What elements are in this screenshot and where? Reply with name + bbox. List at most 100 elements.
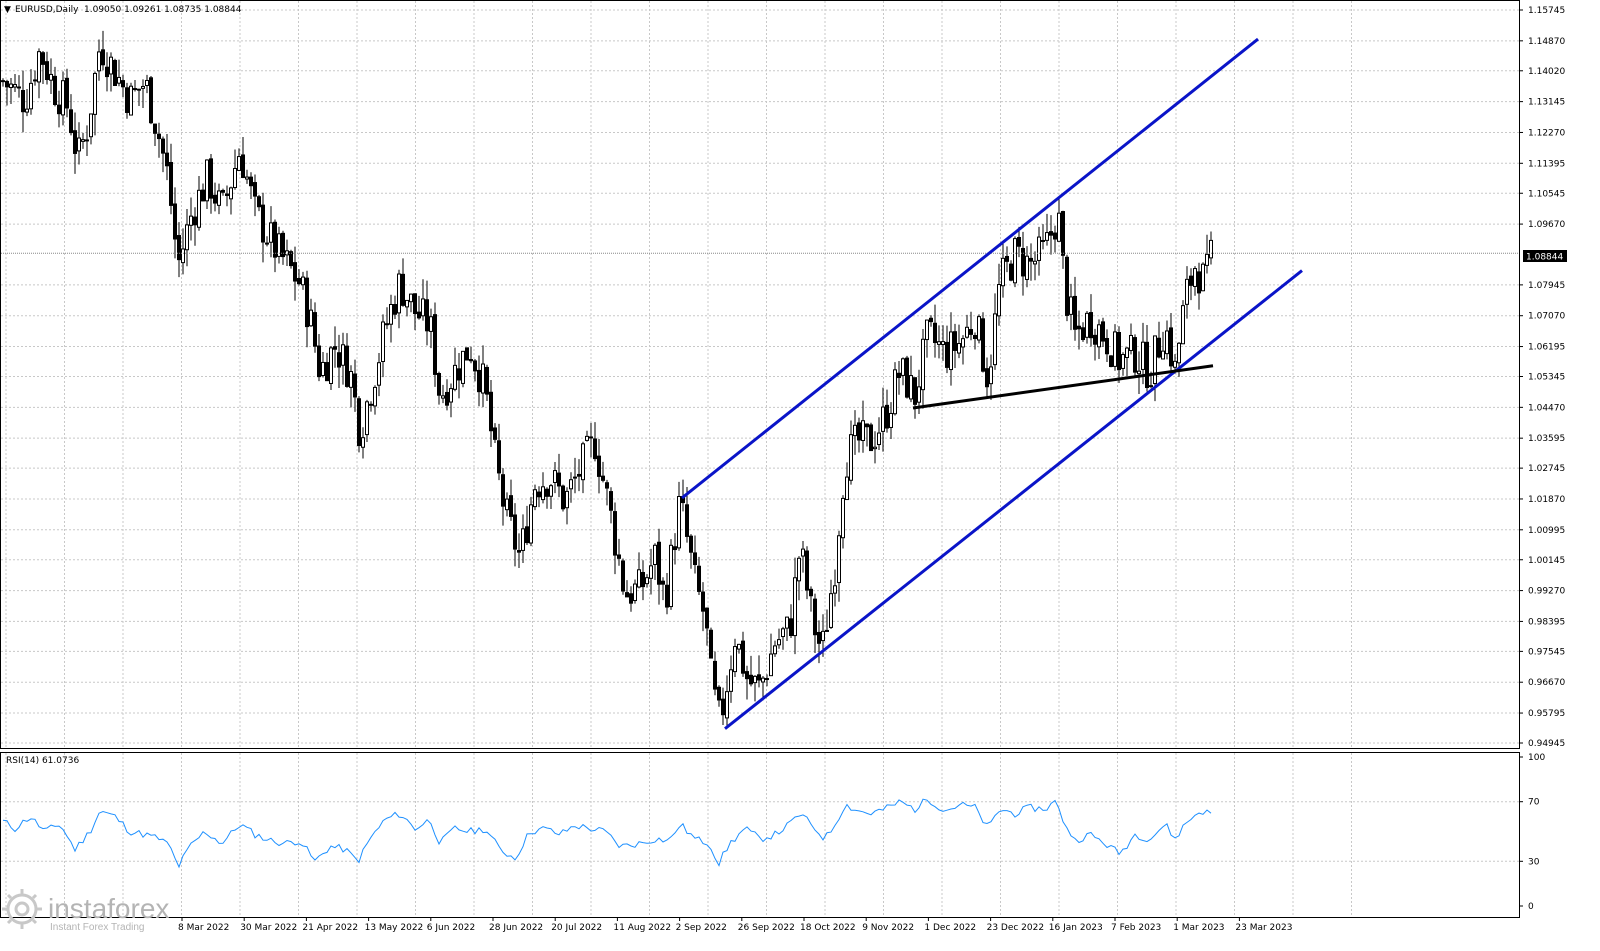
- candle-bear: [1197, 271, 1201, 294]
- candle-bear: [45, 61, 49, 80]
- candle-bear: [1093, 334, 1097, 345]
- candle-bear: [493, 427, 497, 440]
- candle-bear: [249, 176, 253, 187]
- candle-bear: [157, 133, 161, 140]
- candle-bear: [73, 130, 77, 154]
- candle-bull: [269, 222, 273, 243]
- candle-bear: [433, 314, 437, 375]
- candle-bull: [329, 347, 333, 384]
- price-tick-label: 1.07945: [1528, 281, 1565, 291]
- candle-bull: [381, 321, 385, 362]
- candle-bear: [605, 482, 609, 489]
- candle-bull: [873, 446, 877, 450]
- candle-bear: [369, 403, 373, 406]
- channel-lower-line[interactable]: [724, 269, 1303, 730]
- price-tick-label: 1.00995: [1528, 526, 1565, 536]
- candle-bear: [1049, 231, 1053, 236]
- candle-bull: [921, 338, 925, 391]
- candle-bear: [625, 592, 629, 598]
- candle-bear: [525, 526, 529, 544]
- rsi-tick-label: 0: [1528, 902, 1534, 912]
- candle-bear: [609, 491, 613, 511]
- candle-bull: [833, 585, 837, 594]
- price-tick-label: 0.94945: [1528, 739, 1565, 749]
- candle-bull: [785, 616, 789, 629]
- candle-bear: [717, 686, 721, 701]
- candle-bear: [1061, 211, 1065, 256]
- candle-bull: [1173, 360, 1177, 368]
- candle-bull: [405, 299, 409, 308]
- candle-bull: [573, 476, 577, 479]
- candle-bull: [937, 341, 941, 345]
- candle-bear: [929, 317, 933, 323]
- candle-bull: [989, 366, 993, 385]
- candle-bull: [1181, 305, 1185, 345]
- main-grid: [1, 1, 1519, 748]
- candle-bull: [841, 497, 845, 539]
- candle-bear: [33, 79, 37, 82]
- candle-bear: [933, 322, 937, 344]
- price-tick-label: 0.96670: [1528, 678, 1565, 688]
- candle-bear: [289, 251, 293, 267]
- candle-bear: [1101, 321, 1105, 342]
- price-tick-label: 1.06195: [1528, 343, 1565, 353]
- candle-bull: [365, 401, 369, 436]
- price-tick-label: 1.04470: [1528, 403, 1565, 413]
- date-tick-label: 11 Aug 2022: [613, 923, 671, 933]
- candle-bear: [705, 607, 709, 629]
- candle-bull: [1137, 370, 1141, 375]
- price-tick-label: 1.03595: [1528, 434, 1565, 444]
- candle-bull: [29, 82, 33, 110]
- candle-bull: [77, 137, 81, 152]
- chart-symbol: EURUSD,Daily: [15, 5, 79, 15]
- candle-bull: [1113, 331, 1117, 367]
- candle-bull: [653, 544, 657, 565]
- candle-bear: [497, 440, 501, 474]
- candle-bear: [745, 671, 749, 680]
- candle-bear: [473, 360, 477, 372]
- candle-bear: [577, 473, 581, 477]
- candle-bull: [481, 363, 485, 394]
- candle-bear: [177, 235, 181, 261]
- rsi-label: RSI(14) 61.0736: [6, 756, 79, 766]
- support-trend-line[interactable]: [912, 364, 1214, 410]
- candle-bull: [37, 51, 41, 83]
- candle-bull: [801, 548, 805, 557]
- price-tick-label: 1.14870: [1528, 37, 1565, 47]
- candle-bear: [425, 299, 429, 332]
- rsi-tick-label: 70: [1528, 798, 1540, 808]
- candle-bear: [477, 369, 481, 393]
- candle-bear: [1081, 327, 1085, 341]
- candle-bear: [1089, 312, 1093, 339]
- candle-bear: [757, 674, 761, 681]
- candles-series: [1, 30, 1213, 729]
- candle-bull: [541, 486, 545, 501]
- candle-bear: [325, 362, 329, 382]
- candle-bear: [913, 377, 917, 405]
- candle-bull: [373, 386, 377, 407]
- candle-bear: [161, 138, 165, 154]
- candle-bear: [629, 593, 633, 604]
- candle-bear: [1073, 295, 1077, 330]
- channel-upper-line[interactable]: [681, 37, 1259, 500]
- candle-bull: [1201, 263, 1205, 292]
- candle-bull: [237, 156, 241, 171]
- candle-bull: [765, 678, 769, 681]
- candle-bull: [753, 675, 757, 684]
- candle-bear: [253, 182, 257, 197]
- candle-bull: [529, 504, 533, 544]
- candle-bear: [597, 455, 601, 477]
- candle-bull: [837, 535, 841, 584]
- date-tick-label: 20 Jul 2022: [551, 923, 602, 933]
- candle-bear: [121, 80, 125, 88]
- candle-bull: [829, 593, 833, 628]
- candle-bull: [925, 319, 929, 341]
- price-tick-label: 1.02745: [1528, 464, 1565, 474]
- date-tick-label: 1 Mar 2023: [1173, 923, 1224, 933]
- candle-bull: [1025, 255, 1029, 280]
- candle-bull: [109, 56, 113, 75]
- candle-bear: [869, 424, 873, 452]
- date-axis: 8 Mar 2022 30 Mar 2022 21 Apr 2022 13 May 2…: [178, 917, 1292, 933]
- candle-bear: [297, 277, 301, 285]
